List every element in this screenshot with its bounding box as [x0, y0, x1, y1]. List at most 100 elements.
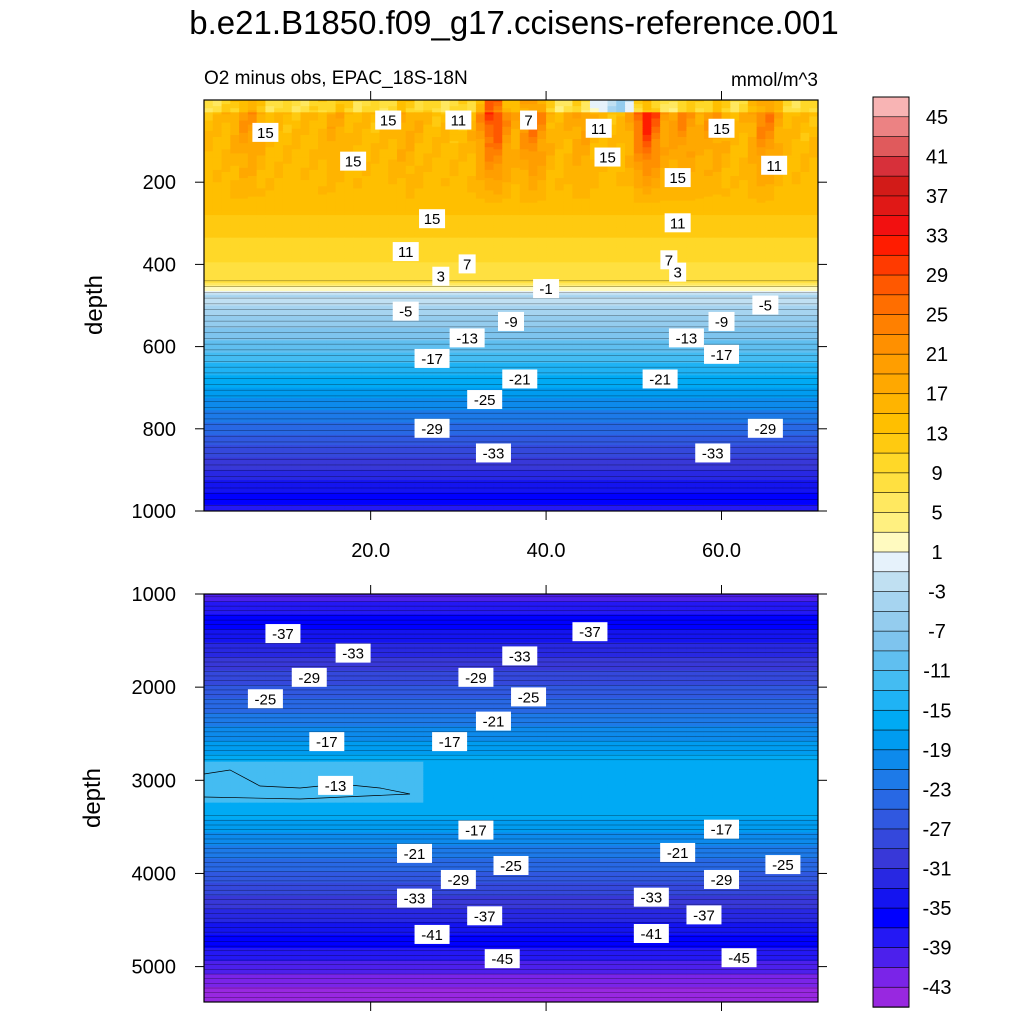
- units-label: mmol/m^3: [731, 70, 818, 91]
- colorbar-swatch: [872, 136, 910, 158]
- colorbar-swatch: [872, 868, 910, 890]
- colorbar-swatch: [872, 848, 910, 870]
- colorbar-swatch: [872, 927, 910, 949]
- colorbar-swatch: [872, 254, 910, 276]
- contour-label: 7: [458, 254, 476, 274]
- colorbar-swatch: [872, 294, 910, 316]
- colorbar-tick-label: 37: [926, 186, 948, 208]
- contour-label: 11: [585, 118, 612, 138]
- contour-label: -21: [397, 843, 433, 863]
- colorbar-swatch: [872, 611, 910, 632]
- y-tick-label: 5000: [132, 957, 177, 979]
- contour-label: -33: [335, 643, 371, 663]
- contour-label: -13: [449, 328, 485, 348]
- colorbar-swatch: [872, 828, 910, 850]
- contour-label: -33: [502, 646, 538, 666]
- x-tick-label: 20.0: [351, 540, 390, 562]
- colorbar-tick-label: 33: [926, 225, 948, 247]
- x-tick-label: 60.0: [702, 540, 741, 562]
- contour-label: -45: [721, 948, 757, 968]
- colorbar-swatch: [872, 571, 910, 593]
- contour-label: 15: [708, 118, 735, 138]
- contour-label: -37: [265, 624, 301, 644]
- contour-label: 11: [664, 213, 691, 233]
- colorbar-swatch: [872, 670, 910, 692]
- contour-label: -17: [432, 732, 468, 752]
- contour-label: 15: [252, 122, 279, 142]
- colorbar-tick-label: -7: [928, 621, 946, 643]
- contour-label: -21: [502, 369, 538, 389]
- colorbar-swatch: [872, 452, 910, 474]
- contour-label: -25: [493, 856, 529, 875]
- contour-label: 15: [340, 151, 367, 171]
- colorbar-tick-label: -19: [923, 740, 952, 762]
- colorbar-swatch: [872, 591, 910, 613]
- y-tick-label: 3000: [132, 770, 177, 792]
- figure-title: b.e21.B1850.f09_g17.ccisens-reference.00…: [189, 4, 838, 41]
- y-tick-label: 2000: [132, 677, 177, 699]
- colorbar-swatch: [872, 235, 910, 256]
- colorbar-tick-label: 29: [926, 265, 948, 287]
- upper-ylabel: depth: [81, 275, 108, 335]
- contour-label: -13: [668, 328, 704, 348]
- colorbar-tick-label: -31: [923, 859, 952, 881]
- colorbar-swatch: [872, 947, 910, 969]
- contour-label: 15: [594, 147, 621, 167]
- colorbar-swatch: [872, 789, 910, 810]
- colorbar-swatch: [872, 334, 910, 355]
- contour-label: -17: [704, 819, 740, 839]
- plot-subtitle: O2 minus obs, EPAC_18S-18N: [204, 68, 468, 89]
- colorbar-swatch: [872, 215, 910, 237]
- colorbar-swatch: [872, 887, 910, 909]
- contour-label: -29: [291, 667, 327, 687]
- contour-label: -25: [467, 390, 503, 410]
- contour-label: -1: [533, 279, 560, 299]
- colorbar-tick-label: 41: [926, 146, 948, 168]
- contour-label: -17: [458, 820, 494, 840]
- contour-label: -17: [309, 732, 345, 752]
- y-tick-label: 200: [143, 172, 176, 194]
- colorbar-swatch: [872, 116, 910, 138]
- colorbar-swatch: [872, 432, 910, 454]
- colorbar-swatch: [872, 551, 910, 573]
- colorbar-swatch: [872, 353, 910, 375]
- contour-label: -29: [704, 869, 740, 889]
- colorbar-tick-label: 1: [931, 542, 942, 564]
- contour-label: -41: [414, 924, 450, 944]
- colorbar-swatch: [872, 373, 910, 395]
- contour-label: -21: [660, 842, 696, 862]
- colorbar-swatch: [872, 729, 910, 751]
- colorbar-swatch: [872, 967, 910, 988]
- contour-label: -25: [511, 687, 547, 707]
- contour-label: 11: [392, 242, 419, 262]
- y-tick-label: 400: [143, 254, 176, 276]
- contour-label: -33: [633, 887, 669, 907]
- lower-ylabel: depth: [79, 768, 106, 828]
- contour-label: 15: [419, 209, 446, 229]
- colorbar-tick-label: -3: [928, 582, 946, 604]
- colorbar-tick-label: 13: [926, 423, 948, 445]
- colorbar-swatch: [872, 808, 910, 830]
- contour-label: -25: [247, 689, 283, 709]
- colorbar-swatch: [872, 156, 910, 177]
- colorbar-swatch: [872, 472, 910, 494]
- y-tick-label: 1000: [132, 501, 177, 523]
- colorbar-swatch: [872, 274, 910, 296]
- y-tick-label: 4000: [132, 863, 177, 885]
- contour-label: 15: [375, 110, 402, 130]
- colorbar-tick-label: 45: [926, 107, 948, 129]
- contour-label: -33: [695, 443, 731, 463]
- colorbar-swatch: [872, 195, 910, 217]
- contour-label: -33: [397, 888, 433, 908]
- contour-label: -21: [475, 711, 511, 731]
- contour-label: -41: [633, 924, 669, 943]
- colorbar-swatch: [872, 709, 910, 731]
- colorbar-swatch: [872, 690, 910, 711]
- colorbar-tick-label: -35: [923, 898, 952, 920]
- y-tick-label: 800: [143, 419, 176, 441]
- colorbar-swatch: [872, 96, 910, 118]
- x-tick-label: 40.0: [527, 540, 566, 562]
